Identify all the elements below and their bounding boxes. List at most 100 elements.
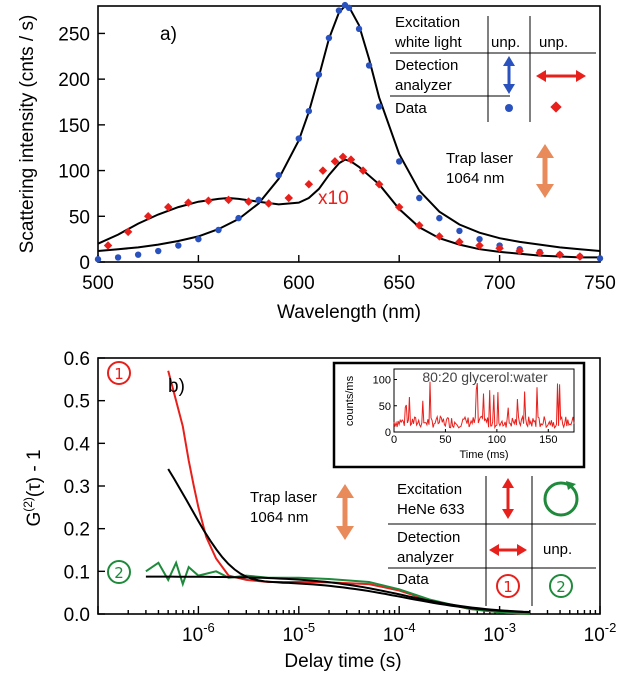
inset-x-tick-label: 0: [391, 434, 397, 446]
blue-data-point: [155, 247, 162, 255]
panel-a-xlabel: Wavelength (nm): [277, 302, 421, 323]
y-tick-label: 250: [58, 24, 90, 45]
red-data-point: [318, 166, 328, 175]
legend-a-detection-label: Detection analyzer: [395, 57, 463, 94]
x-tick-label: 550: [183, 273, 215, 294]
red-data-point: [103, 241, 113, 250]
panel-b-ticks: [97, 357, 601, 615]
blue-data-point: [325, 34, 333, 42]
blue-data-point: [305, 107, 313, 115]
svg-text:2: 2: [114, 564, 124, 582]
y-tick-label: 0.2: [64, 520, 90, 541]
panel-a-tick-labels: 500 550 600 650 700 750 0 50 100 150 200 250: [58, 24, 616, 294]
legend-b-detection-line1: Detection: [397, 529, 460, 546]
blue-data-point: [355, 25, 363, 33]
legend-a-excitation-label: Excitation white light: [394, 14, 464, 51]
x-tick-label: 10-2: [584, 620, 617, 646]
blue-data-point: [375, 103, 383, 110]
red-data-point: [204, 196, 213, 205]
red-data-point: [358, 166, 368, 175]
inset-ticks: 0 50 100 150 0 50 100: [373, 375, 558, 447]
blue-data-point: [275, 171, 282, 179]
inset-frame: [332, 361, 586, 469]
panel-b-legend-table: Excitation HeNe 633 Detection analyzer: [388, 476, 596, 606]
blue-data-point: [596, 255, 604, 262]
legend-a-detection-line2: analyzer: [395, 77, 452, 94]
blue-data-point: [416, 194, 423, 202]
blue-data-point: [195, 235, 202, 243]
series-2-circled-marker: 2: [107, 560, 131, 584]
x-tick-label: 10-4: [383, 620, 416, 646]
legend-b-detection-line2: analyzer: [397, 549, 454, 566]
red-data-point: [184, 198, 193, 207]
y-tick-label: 0: [79, 253, 90, 274]
fit-line-2: [145, 575, 530, 613]
red-data-point: [164, 202, 173, 212]
panel-a-legend-table: Excitation white light unp. unp. Detecti…: [390, 9, 596, 125]
blue-data-point: [94, 256, 102, 263]
legend-b-data-1: 1: [496, 574, 520, 598]
inset-y-tick-label: 50: [379, 401, 391, 413]
panel-a-trap-laser: Trap laser 1064 nm: [446, 144, 554, 198]
legend-b-vertical-arrow-icon: [502, 478, 514, 519]
inset-trace: [393, 381, 575, 430]
panel-b-label: b): [168, 376, 185, 397]
inset-xlabel: Time (ms): [459, 449, 508, 461]
svg-text:2: 2: [556, 578, 566, 596]
y-tick-label: 100: [58, 162, 90, 183]
panel-b: 10-6 10-5 10-4 10-3 10-2 0.0 0.1 0.2 0.3 0.4 0.5 0.…: [21, 349, 616, 672]
legend-a-excitation-line2: white light: [394, 34, 463, 51]
blue-data-point: [215, 226, 222, 234]
red-data-point: [394, 202, 404, 212]
trap-laser-a-label: Trap laser 1064 nm: [446, 150, 517, 187]
svg-text:G(2)(τ) - 1: G(2)(τ) - 1: [21, 449, 45, 526]
blue-data-point: [315, 71, 323, 78]
legend-b-data-label: Data: [397, 571, 429, 588]
red-data-point: [575, 252, 585, 261]
legend-b-horizontal-arrow-icon: [489, 544, 527, 556]
inset-x-tick-label: 150: [539, 434, 557, 446]
panel-a: 500 550 600 650 700 750 0 50 100 150 200 250 a) x10…: [17, 1, 616, 323]
blue-data-point: [436, 214, 443, 222]
panel-b-xlabel: Delay time (s): [284, 651, 401, 672]
trap-laser-b-line1: Trap laser: [250, 489, 317, 506]
blue-data-point: [396, 158, 403, 165]
y-tick-label: 0.5: [64, 392, 90, 413]
panel-b-tick-labels: 10-6 10-5 10-4 10-3 10-2 0.0 0.1 0.2 0.3 0.4 0.5 0.…: [64, 349, 617, 646]
red-data-point: [495, 244, 504, 253]
blue-data-point: [255, 196, 262, 204]
trap-laser-b-line2: 1064 nm: [250, 509, 308, 526]
y-tick-label: 50: [69, 207, 90, 228]
blue-data-point: [114, 254, 122, 261]
panel-a-label: a): [160, 24, 177, 45]
red-data-point: [284, 193, 294, 203]
x-tick-label: 600: [283, 273, 315, 294]
trap-laser-arrow-icon: [536, 144, 554, 198]
x-tick-label: 10-5: [282, 620, 315, 646]
y-tick-label: 200: [58, 70, 90, 91]
red-data-point: [304, 180, 314, 189]
y-tick-label: 0.1: [64, 562, 90, 583]
red-data-point: [455, 237, 464, 247]
blue-data-point: [345, 4, 353, 12]
blue-data-point: [456, 227, 463, 235]
blue-data-point: [295, 135, 302, 142]
x-tick-label: 10-6: [182, 620, 215, 646]
legend-a-blue-dot-marker: [505, 104, 513, 112]
legend-b-excitation-line1: Excitation: [397, 481, 462, 498]
x-tick-label: 500: [82, 273, 114, 294]
red-data-point: [143, 212, 153, 221]
trap-laser-b-arrow-icon: [336, 484, 354, 540]
y-tick-label: 0.3: [64, 477, 90, 498]
red-data-point: [224, 195, 233, 205]
trap-laser-b-label: Trap laser 1064 nm: [250, 489, 321, 526]
y-tick-label: 0.6: [64, 349, 90, 370]
panel-a-ylabel: Scattering intensity (cnts / s): [17, 15, 38, 254]
red-data-point: [475, 241, 484, 250]
legend-a-col1-excitation: unp.: [491, 34, 520, 51]
x-tick-label: 750: [584, 273, 616, 294]
trap-laser-a-line2: 1064 nm: [446, 170, 504, 187]
red-data-point: [346, 155, 356, 164]
y-tick-label: 0.4: [64, 434, 91, 455]
horizontal-polarization-arrow-icon: [536, 70, 586, 82]
